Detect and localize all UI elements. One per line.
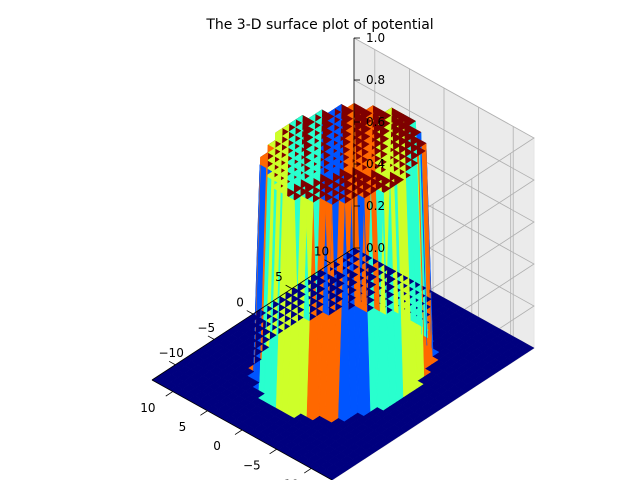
y-tick-mark xyxy=(246,310,254,315)
y-tick-label: −10 xyxy=(159,346,184,360)
x-tick-mark xyxy=(200,410,208,416)
y-tick-label: −5 xyxy=(197,321,215,335)
z-tick-label: 1.0 xyxy=(366,31,385,45)
x-tick-label: 0 xyxy=(213,439,221,453)
z-tick-label: 0.4 xyxy=(366,157,385,171)
z-tick-label: 0.2 xyxy=(366,199,385,213)
y-tick-label: 0 xyxy=(236,296,244,310)
x-tick-mark xyxy=(304,468,312,474)
z-tick-label: 0.8 xyxy=(366,73,385,87)
x-tick-label: 5 xyxy=(179,420,187,434)
x-tick-label: −10 xyxy=(274,478,299,480)
y-tick-label: 5 xyxy=(275,270,283,284)
x-tick-mark xyxy=(234,429,243,435)
chart-title: The 3-D surface plot of potential xyxy=(205,17,433,33)
potential-surface xyxy=(151,102,535,480)
y-tick-mark xyxy=(285,284,293,289)
x-tick-mark xyxy=(269,448,277,455)
x-tick-label: −5 xyxy=(243,459,261,473)
x-tick-label: 10 xyxy=(140,401,155,415)
y-tick-mark xyxy=(168,360,176,366)
y-tick-mark xyxy=(324,259,331,264)
y-tick-label: 10 xyxy=(314,245,329,259)
z-tick-label: 0.0 xyxy=(366,241,385,255)
z-tick-label: 0.6 xyxy=(366,115,385,129)
y-tick-mark xyxy=(207,335,215,340)
x-tick-mark xyxy=(165,391,173,397)
axis-lines-and-ticks: −10 −5 0 5 10 −10 −5 0 5 10 0.0 0.2 0.4 0.6 0.8 1.0 xyxy=(140,31,385,480)
